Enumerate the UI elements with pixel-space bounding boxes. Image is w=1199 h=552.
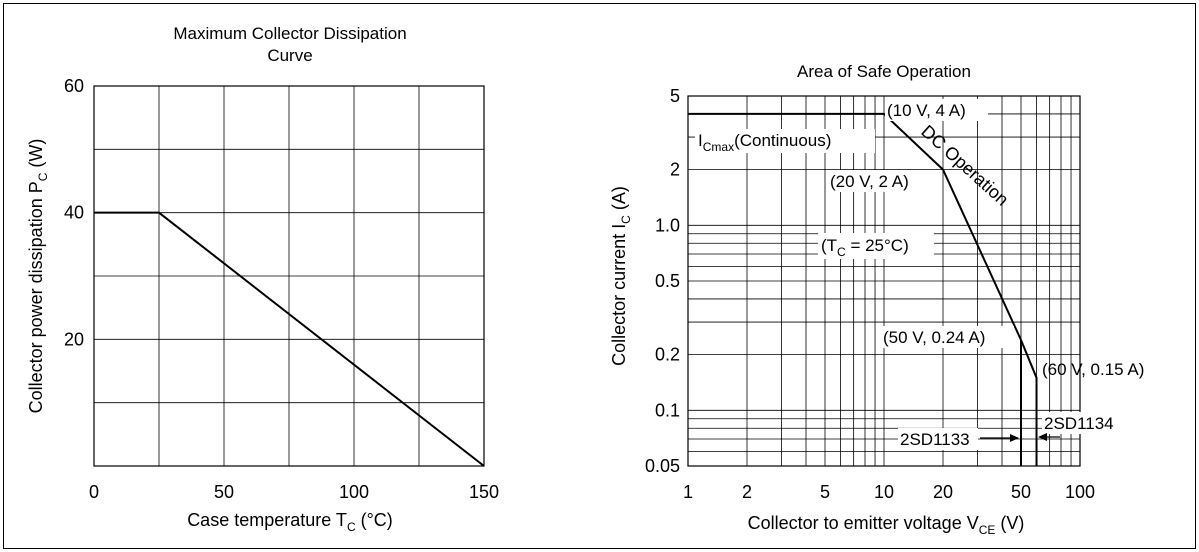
x-tick-label: 50 (214, 482, 234, 502)
y-tick-label: 0.5 (655, 271, 680, 291)
y-tick-label: 20 (64, 329, 84, 349)
annotation-20v-2a: (20 V, 2 A) (830, 172, 909, 191)
dissipation-x-axis-label: Case temperature TC (°C) (187, 510, 393, 534)
x-tick-label: 50 (1011, 482, 1031, 502)
y-tick-label: 5 (670, 86, 680, 106)
annotation-60v-015a: (60 V, 0.15 A) (1042, 360, 1144, 379)
figure-frame (3, 3, 1196, 549)
y-tick-label: 0.2 (655, 345, 680, 365)
annotation-icmax: ICmax(Continuous) (698, 131, 831, 154)
dissipation-y-axis-label: Collector power dissipation PC (W) (26, 139, 50, 414)
dissipation-plot-area (93, 85, 485, 467)
dissipation-grid (94, 86, 484, 466)
y-tick-label: 60 (64, 76, 84, 96)
y-tick-label: 1.0 (655, 215, 680, 235)
y-tick-label: 0.05 (645, 456, 680, 476)
annotation-10v-4a: (10 V, 4 A) (887, 101, 966, 120)
x-tick-label: 20 (933, 482, 953, 502)
dissipation-tick-labels: 0 50 100 150 20 40 60 (64, 76, 499, 502)
x-tick-label: 2 (742, 482, 752, 502)
safe-operation-tick-labels: 1 2 5 10 20 50 100 0.05 0.1 0.2 0.5 1.0 2 5 (645, 86, 1095, 502)
dissipation-chart: 0 50 100 150 20 40 60 Maximum Collector Dissip… (26, 24, 499, 534)
label-mask (898, 428, 978, 450)
x-tick-label: 100 (1065, 482, 1095, 502)
label-mask (695, 129, 875, 153)
dissipation-title-line1: Maximum Collector Dissipation (173, 24, 406, 43)
label-mask (818, 233, 934, 259)
safe-operation-chart: 1 2 5 10 20 50 100 0.05 0.1 0.2 0.5 1.0 2 5 Area of S… (609, 62, 1144, 537)
y-tick-label: 40 (64, 203, 84, 223)
dissipation-title-line2: Curve (267, 46, 312, 65)
y-tick-label: 0.1 (655, 400, 680, 420)
dc-operation-curve (688, 112, 1038, 466)
x-tick-label: 1 (683, 482, 693, 502)
label-mask (885, 99, 988, 121)
annotation-tc-25c: (TC = 25°C) (821, 236, 909, 259)
annotation-dc-operation: DC Operation (917, 121, 1012, 210)
dissipation-curve (94, 211, 485, 467)
label-mask (1042, 412, 1120, 434)
label-mask (881, 326, 1014, 348)
safe-operation-title: Area of Safe Operation (797, 62, 971, 81)
safe-operation-x-axis-label: Collector to emitter voltage VCE (V) (748, 513, 1025, 537)
label-mask (828, 170, 932, 192)
y-tick-label: 2 (670, 160, 680, 180)
arrow-2sd1133-head (1010, 434, 1019, 442)
annotation-2sd1133: 2SD1133 (900, 430, 970, 449)
annotation-2sd1134: 2SD1134 (1044, 414, 1114, 433)
x-tick-label: 10 (874, 482, 894, 502)
safe-operation-y-axis-label: Collector current IC (A) (609, 186, 633, 366)
x-tick-label: 0 (89, 482, 99, 502)
x-tick-label: 150 (469, 482, 499, 502)
arrow-2sd1134-head (1038, 433, 1047, 441)
annotation-50v-024a: (50 V, 0.24 A) (883, 328, 985, 347)
x-tick-label: 100 (339, 482, 369, 502)
x-tick-label: 5 (820, 482, 830, 502)
safe-operation-plot-area (687, 95, 1081, 467)
